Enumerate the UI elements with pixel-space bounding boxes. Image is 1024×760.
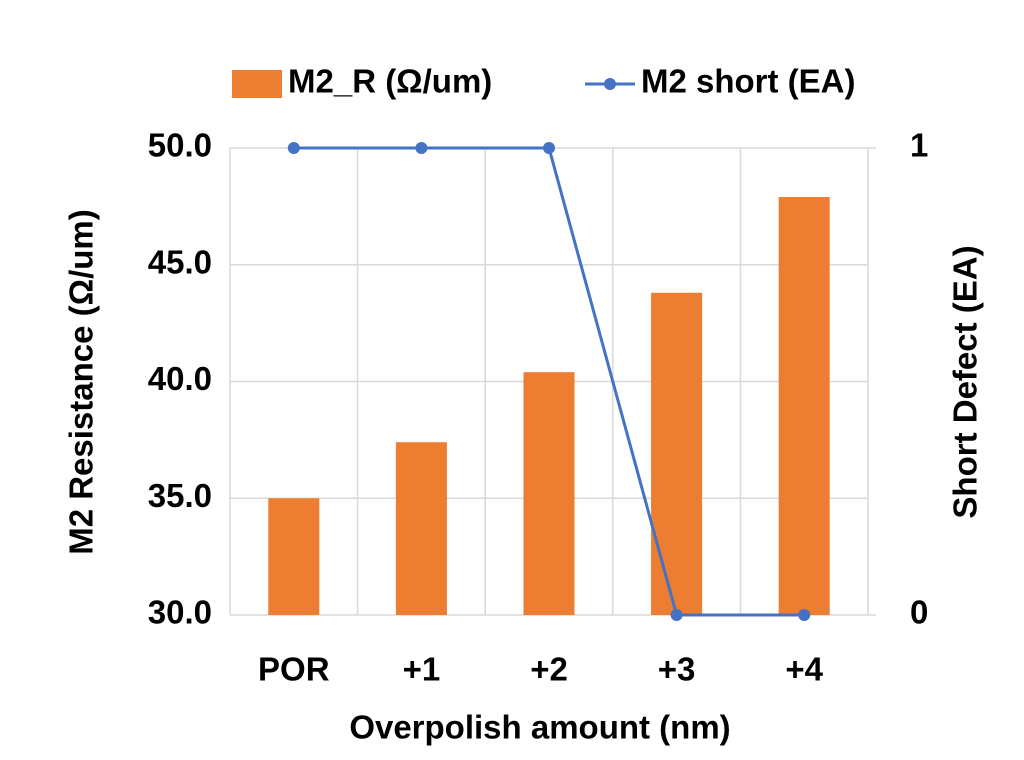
x-tick-label: +1 [403, 651, 441, 688]
bar [651, 292, 703, 615]
x-axis-title: Overpolish amount (nm) [349, 709, 730, 746]
y2-axis-title: Short Defect (EA) [947, 245, 984, 518]
x-tick-label: +4 [785, 651, 823, 688]
bar [778, 197, 830, 615]
y-tick-label: 40.0 [148, 360, 212, 397]
line-marker [670, 609, 683, 621]
x-tick-label: +3 [658, 651, 696, 688]
y-tick-label: 30.0 [148, 594, 212, 631]
legend-swatch-marker [604, 78, 616, 90]
y2-tick-label: 0 [910, 594, 928, 631]
x-tick-label: POR [258, 651, 330, 688]
line-marker [415, 142, 428, 154]
legend-label: M2 short (EA) [641, 63, 856, 100]
y-axis-title: M2 Resistance (Ω/um) [63, 209, 100, 555]
line-marker [543, 142, 555, 154]
x-tick-label: +2 [530, 651, 568, 688]
legend-swatch [232, 70, 282, 98]
bar [523, 372, 575, 615]
y2-tick-label: 1 [910, 127, 928, 164]
y-tick-label: 50.0 [148, 127, 212, 164]
line-marker [798, 609, 811, 621]
bar [268, 498, 320, 615]
line-marker [287, 142, 300, 154]
bar [395, 442, 447, 615]
legend-label: M2_R (Ω/um) [288, 63, 492, 100]
y-tick-label: 45.0 [148, 243, 212, 280]
y-tick-label: 35.0 [148, 477, 212, 514]
